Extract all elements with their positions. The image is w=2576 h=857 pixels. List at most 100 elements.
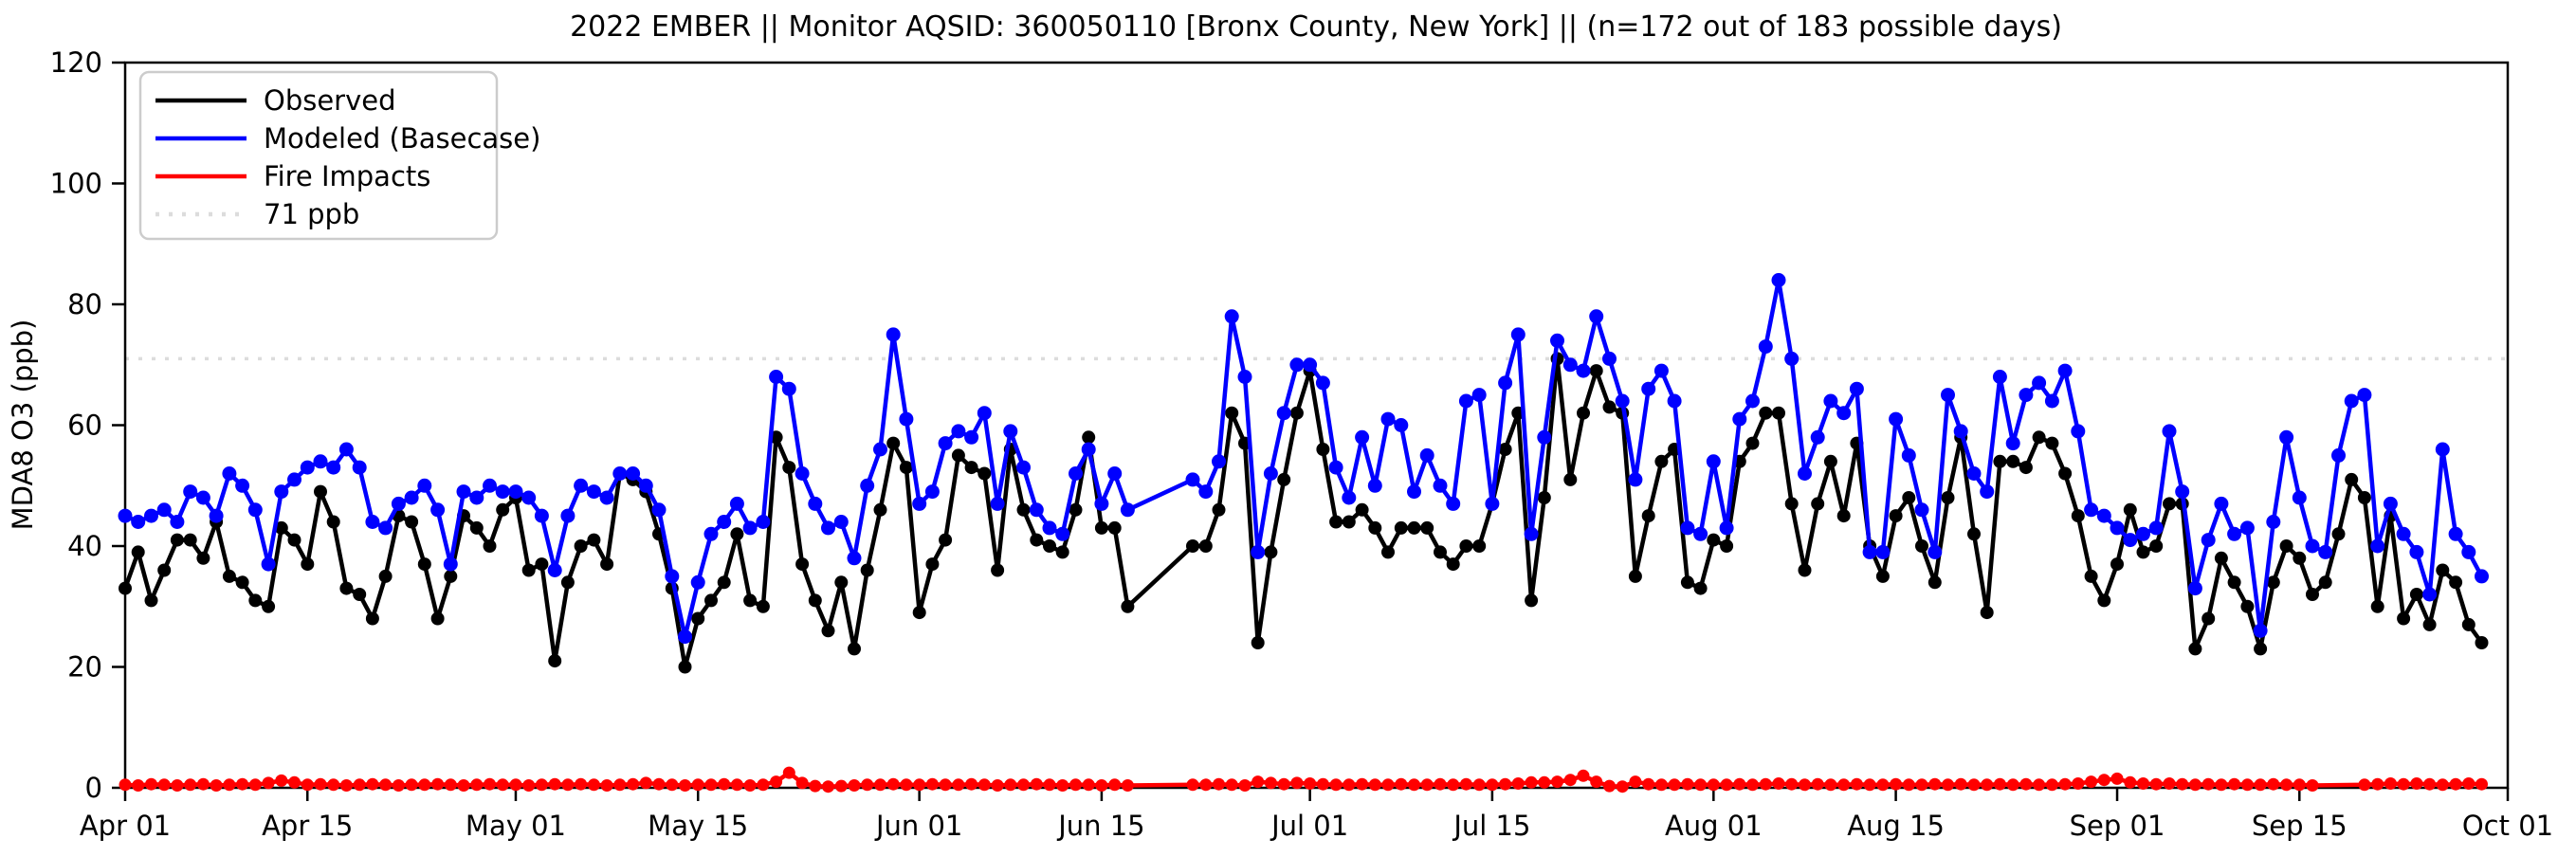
data-point — [2266, 575, 2280, 590]
data-point — [1914, 502, 1929, 518]
data-point — [1668, 778, 1681, 792]
data-point — [287, 472, 301, 487]
data-point — [183, 484, 198, 500]
data-point — [1576, 363, 1591, 378]
data-point — [1693, 526, 1708, 541]
data-point — [522, 779, 536, 792]
data-point — [1706, 454, 1721, 469]
data-point — [196, 777, 210, 791]
data-point — [366, 777, 379, 791]
data-point — [1771, 273, 1786, 287]
data-point — [2358, 778, 2371, 792]
data-point — [704, 778, 718, 792]
data-point — [1081, 442, 1096, 457]
data-point — [599, 490, 614, 505]
data-point — [860, 478, 875, 493]
data-point — [1693, 581, 1708, 595]
data-point — [2045, 778, 2058, 792]
data-point — [1720, 778, 1733, 792]
data-point — [144, 508, 158, 523]
data-point — [210, 779, 223, 792]
y-tick-label: 120 — [50, 46, 102, 79]
data-point — [952, 778, 965, 792]
data-point — [2306, 779, 2319, 792]
data-point — [547, 563, 562, 577]
data-point — [874, 778, 886, 792]
data-point — [352, 460, 367, 475]
data-point — [2267, 777, 2280, 791]
data-point — [2422, 587, 2438, 602]
data-point — [2110, 772, 2124, 785]
data-point — [1186, 539, 1199, 553]
data-point — [1315, 375, 1330, 391]
data-point — [2462, 777, 2476, 790]
data-point — [2187, 581, 2202, 596]
data-point — [1577, 769, 1590, 782]
data-point — [535, 557, 549, 572]
data-point — [2201, 533, 2216, 548]
data-point — [145, 777, 157, 791]
data-point — [1329, 778, 1343, 792]
data-point — [781, 381, 796, 396]
data-point — [795, 557, 810, 572]
data-point — [1694, 778, 1708, 792]
data-point — [2136, 526, 2150, 541]
data-point — [756, 515, 771, 529]
data-point — [1381, 545, 1395, 559]
data-point — [938, 436, 953, 451]
data-point — [2292, 490, 2307, 505]
data-point — [2201, 777, 2215, 791]
data-point — [2227, 526, 2242, 541]
data-point — [1329, 515, 1343, 529]
data-point — [912, 606, 926, 620]
data-point — [339, 581, 354, 595]
data-point — [834, 779, 848, 793]
data-point — [288, 775, 301, 789]
data-point — [1407, 520, 1421, 535]
data-point — [1551, 775, 1563, 789]
data-point — [769, 370, 784, 384]
data-point — [1303, 357, 1318, 373]
data-point — [1811, 777, 1824, 791]
series-markers-fire-impacts — [119, 766, 2488, 793]
data-point — [977, 406, 992, 421]
data-point — [886, 436, 901, 450]
data-point — [1420, 778, 1434, 792]
data-point — [1524, 526, 1539, 541]
data-point — [417, 478, 432, 493]
data-point — [157, 563, 172, 577]
data-point — [782, 766, 795, 779]
data-point — [1550, 333, 1564, 348]
data-point — [2084, 569, 2098, 583]
data-point — [899, 461, 913, 475]
data-point — [2293, 778, 2306, 792]
data-point — [678, 629, 692, 645]
data-point — [183, 533, 197, 547]
data-point — [1511, 777, 1525, 790]
data-point — [2162, 424, 2177, 439]
data-point — [913, 778, 926, 792]
legend-label-observed: Observed — [264, 84, 396, 117]
data-point — [1680, 575, 1694, 590]
data-point — [1304, 777, 1317, 790]
data-point — [2357, 491, 2371, 504]
data-point — [613, 778, 627, 792]
data-point — [1980, 606, 1994, 620]
data-point — [1759, 777, 1772, 791]
data-point — [939, 533, 953, 547]
series-line-modeled-basecase- — [124, 278, 2484, 639]
data-point — [1069, 778, 1082, 792]
data-point — [1120, 502, 1135, 518]
data-point — [1446, 496, 1461, 511]
data-point — [430, 611, 445, 626]
data-point — [1082, 778, 1095, 792]
data-point — [1016, 460, 1031, 475]
data-point — [1251, 544, 1266, 559]
data-point — [2370, 538, 2385, 554]
data-point — [1993, 454, 2007, 468]
data-point — [521, 563, 536, 577]
data-point — [2254, 778, 2267, 792]
data-point — [742, 520, 758, 536]
data-point — [977, 778, 991, 792]
legend-label-fire-impacts: Fire Impacts — [264, 160, 430, 192]
